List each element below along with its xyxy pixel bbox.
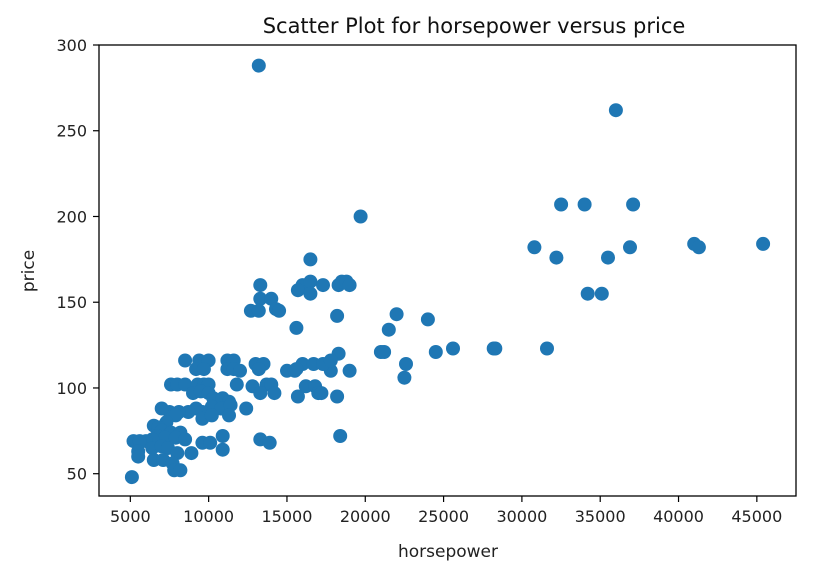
data-point <box>330 389 345 404</box>
data-points <box>124 58 771 485</box>
data-point <box>267 386 282 401</box>
data-point <box>204 408 219 423</box>
x-tick-label: 15000 <box>262 507 313 526</box>
data-point <box>253 386 268 401</box>
data-point <box>303 252 318 267</box>
data-point <box>290 389 305 404</box>
data-point <box>124 470 139 485</box>
data-point <box>132 434 147 449</box>
data-point <box>196 362 211 377</box>
data-point <box>377 345 392 359</box>
y-tick-label: 200 <box>56 207 87 226</box>
data-point <box>314 386 329 401</box>
plot-frame <box>98 44 797 497</box>
x-axis-ticks: 5000 10000 15000 20000 25000 30000 35000 40000 4… <box>110 496 782 526</box>
y-axis-label: price <box>19 250 39 292</box>
data-point <box>303 274 318 289</box>
data-point <box>626 197 641 212</box>
x-tick-label: 20000 <box>340 507 391 526</box>
data-point <box>251 362 266 377</box>
data-point <box>446 341 460 356</box>
data-point <box>381 322 396 337</box>
y-tick-label: 150 <box>56 293 87 312</box>
data-point <box>215 429 230 443</box>
data-point <box>527 240 542 255</box>
x-tick-label: 45000 <box>731 507 782 526</box>
data-point <box>251 58 266 73</box>
data-point <box>330 308 345 323</box>
data-point <box>203 435 218 450</box>
data-point <box>184 446 199 461</box>
data-point <box>323 353 338 368</box>
data-point <box>131 449 146 464</box>
y-tick-label: 300 <box>56 36 87 55</box>
data-point <box>290 283 305 298</box>
chart-title: Scatter Plot for horsepower versus price <box>263 14 686 38</box>
data-point <box>289 320 304 335</box>
data-point <box>154 401 169 416</box>
data-point <box>253 291 268 306</box>
data-point <box>540 341 554 356</box>
data-point <box>215 442 230 457</box>
data-point <box>488 341 503 356</box>
x-tick-label: 5000 <box>110 507 151 526</box>
data-point <box>608 103 623 118</box>
x-tick-label: 25000 <box>418 507 469 526</box>
data-point <box>580 286 595 301</box>
data-point <box>272 303 287 318</box>
data-point <box>229 377 244 392</box>
data-point <box>428 345 443 359</box>
data-point <box>389 307 404 322</box>
data-point <box>554 197 569 212</box>
data-point <box>353 209 368 224</box>
x-tick-label: 35000 <box>575 507 626 526</box>
data-point <box>756 236 771 251</box>
data-point <box>601 250 615 265</box>
data-point <box>262 435 277 450</box>
y-tick-label: 250 <box>56 122 87 141</box>
data-point <box>549 250 564 265</box>
data-point <box>239 401 254 416</box>
data-point <box>342 363 357 378</box>
data-point <box>178 432 193 447</box>
data-point <box>594 286 609 301</box>
data-point <box>289 362 304 377</box>
data-point <box>577 197 592 212</box>
data-point <box>222 408 236 423</box>
data-point <box>691 240 706 255</box>
data-point <box>333 429 348 443</box>
data-point <box>223 398 238 413</box>
data-point <box>420 312 435 327</box>
y-tick-label: 50 <box>67 465 87 484</box>
data-point <box>303 286 318 301</box>
data-point <box>623 240 637 255</box>
data-point <box>342 278 357 293</box>
data-point <box>253 278 268 293</box>
x-tick-label: 30000 <box>496 507 547 526</box>
data-point <box>173 463 188 478</box>
data-point <box>251 303 266 318</box>
x-tick-label: 40000 <box>653 507 704 526</box>
data-point <box>233 363 247 378</box>
data-point <box>397 370 412 385</box>
data-point <box>399 357 413 371</box>
data-point <box>316 278 330 293</box>
x-axis-label: horsepower <box>398 542 498 562</box>
y-tick-label: 100 <box>56 379 87 398</box>
x-tick-label: 10000 <box>183 507 234 526</box>
y-axis-ticks: 50 100 150 200 250 300 <box>56 36 99 484</box>
data-point <box>178 353 193 368</box>
